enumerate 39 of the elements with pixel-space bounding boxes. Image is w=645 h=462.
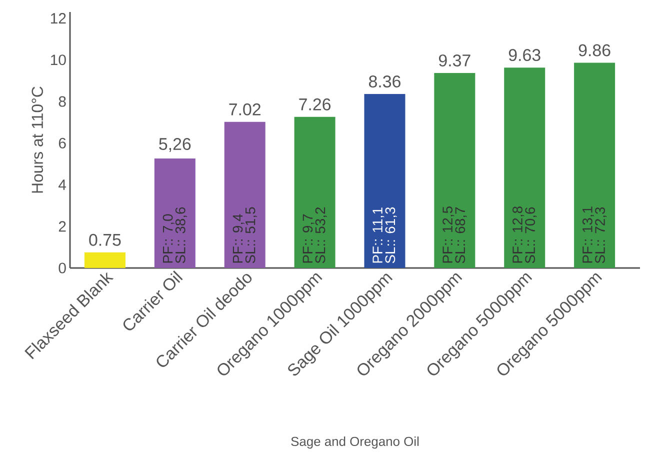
data-label: 9.86: [578, 44, 610, 56]
data-label: 9.63: [508, 49, 540, 62]
y-axis-title: Hours at 110°C: [32, 86, 44, 193]
bar: [434, 72, 476, 268]
annotation: PF:: 7,0: [162, 214, 174, 263]
annotation: PF:: 9,7: [302, 214, 314, 263]
y-tick-label: 2: [58, 221, 66, 232]
bar: [154, 158, 196, 268]
bar: [224, 122, 266, 268]
annotation: SL:: 51,5: [245, 207, 257, 264]
annotation: SL:: 68,7: [455, 207, 467, 264]
data-label: 8.36: [368, 75, 400, 88]
bar: [84, 252, 126, 268]
annotation: PF:: 13,1: [582, 206, 594, 263]
y-tick-label: 12: [51, 13, 66, 24]
y-tick-label: 4: [58, 180, 66, 190]
y-tick-label: 10: [51, 54, 66, 66]
annotation: PF:: 11,1: [372, 208, 384, 263]
annotation: PF:: 12,8: [512, 206, 524, 263]
bar: [364, 94, 406, 268]
data-label: 7.26: [299, 98, 331, 110]
bar: [504, 68, 546, 268]
bar: [574, 62, 616, 268]
y-tick-label: 0: [58, 262, 66, 274]
data-label: 7.02: [229, 103, 260, 116]
bar: [294, 116, 336, 268]
annotation: SL:: 38,6: [175, 207, 187, 264]
data-label: 5,26: [159, 138, 191, 152]
annotation: SL:: 70,6: [525, 207, 537, 264]
annotation: SL:: 53,2: [315, 207, 327, 264]
y-tick-label: 8: [58, 96, 66, 107]
annotation: SL:: 61,3: [385, 207, 397, 264]
annotation: PF:: 9,4: [232, 214, 244, 263]
annotation: SL:: 72,3: [595, 207, 607, 264]
y-tick-label: 6: [58, 138, 66, 148]
data-label: 0.75: [89, 234, 121, 246]
annotation: PF:: 12,5: [442, 206, 454, 263]
x-axis-title: Sage and Oregano Oil: [291, 436, 419, 449]
data-label: 9.37: [438, 54, 470, 66]
